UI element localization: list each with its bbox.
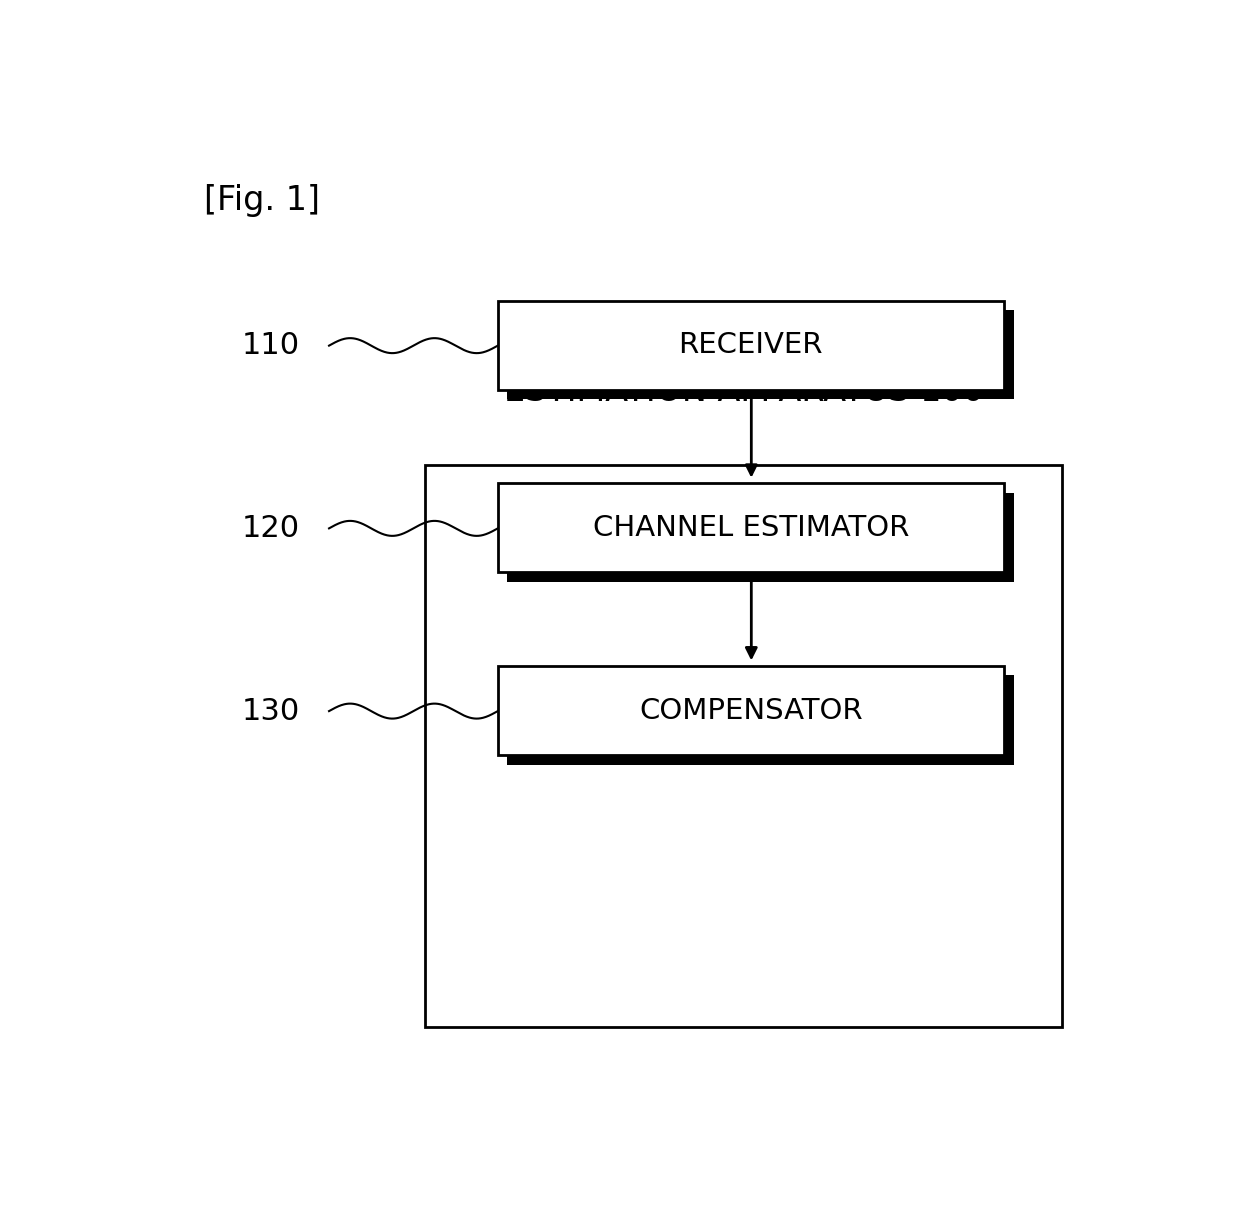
Bar — [498, 666, 1004, 755]
Text: COMPENSATOR: COMPENSATOR — [639, 696, 862, 724]
Text: 120: 120 — [243, 514, 300, 543]
Bar — [498, 483, 1004, 572]
Bar — [508, 310, 1014, 399]
Text: RECEIVER: RECEIVER — [678, 331, 824, 359]
Text: MULTISTAGE CHANNEL
ESTIMATION APPARATUS 100: MULTISTAGE CHANNEL ESTIMATION APPARATUS … — [504, 337, 984, 409]
Bar — [425, 465, 1062, 1027]
Bar — [508, 493, 1014, 582]
Text: [Fig. 1]: [Fig. 1] — [204, 184, 320, 217]
Text: 110: 110 — [243, 331, 300, 360]
Text: 130: 130 — [241, 696, 300, 725]
Bar — [508, 675, 1014, 764]
Text: CHANNEL ESTIMATOR: CHANNEL ESTIMATOR — [592, 514, 909, 542]
Bar — [498, 301, 1004, 389]
